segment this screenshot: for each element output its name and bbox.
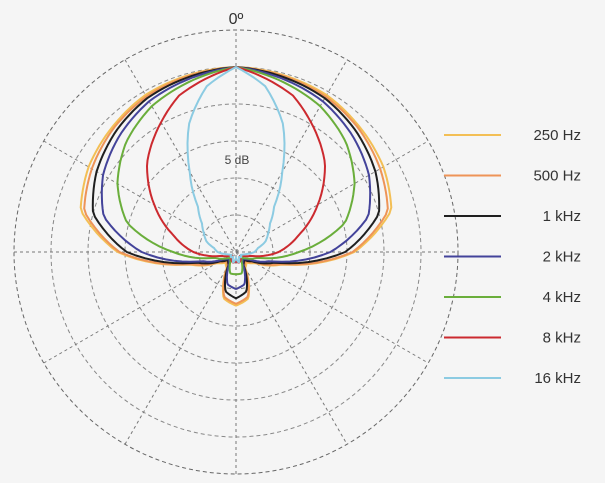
polar-labels: 0º 5 dB bbox=[225, 11, 250, 167]
polar-grid bbox=[13, 29, 459, 475]
series-curve-1 bbox=[83, 66, 389, 305]
legend: 250 Hz 500 Hz 1 kHz 2 kHz 4 kHz 8 kHz 16 kHz bbox=[444, 127, 581, 387]
legend-label-3: 2 kHz bbox=[543, 249, 581, 266]
angle-label-zero: 0º bbox=[229, 11, 244, 28]
legend-label-5: 8 kHz bbox=[543, 330, 581, 347]
legend-label-0: 250 Hz bbox=[533, 127, 581, 144]
series-curve-6 bbox=[186, 66, 286, 264]
legend-label-6: 16 kHz bbox=[534, 370, 581, 387]
series-curve-0 bbox=[79, 66, 393, 307]
legend-label-2: 1 kHz bbox=[543, 208, 581, 225]
legend-label-1: 500 Hz bbox=[533, 168, 581, 185]
series-curve-3 bbox=[100, 66, 372, 290]
polar-curves bbox=[79, 66, 393, 307]
grid-ring bbox=[13, 29, 459, 475]
series-curve-5 bbox=[146, 66, 326, 264]
series-curve-4 bbox=[116, 66, 356, 276]
legend-label-4: 4 kHz bbox=[543, 289, 581, 306]
series-curve-2 bbox=[91, 66, 381, 300]
grid-spoke bbox=[124, 59, 348, 445]
ring-label: 5 dB bbox=[225, 153, 250, 167]
